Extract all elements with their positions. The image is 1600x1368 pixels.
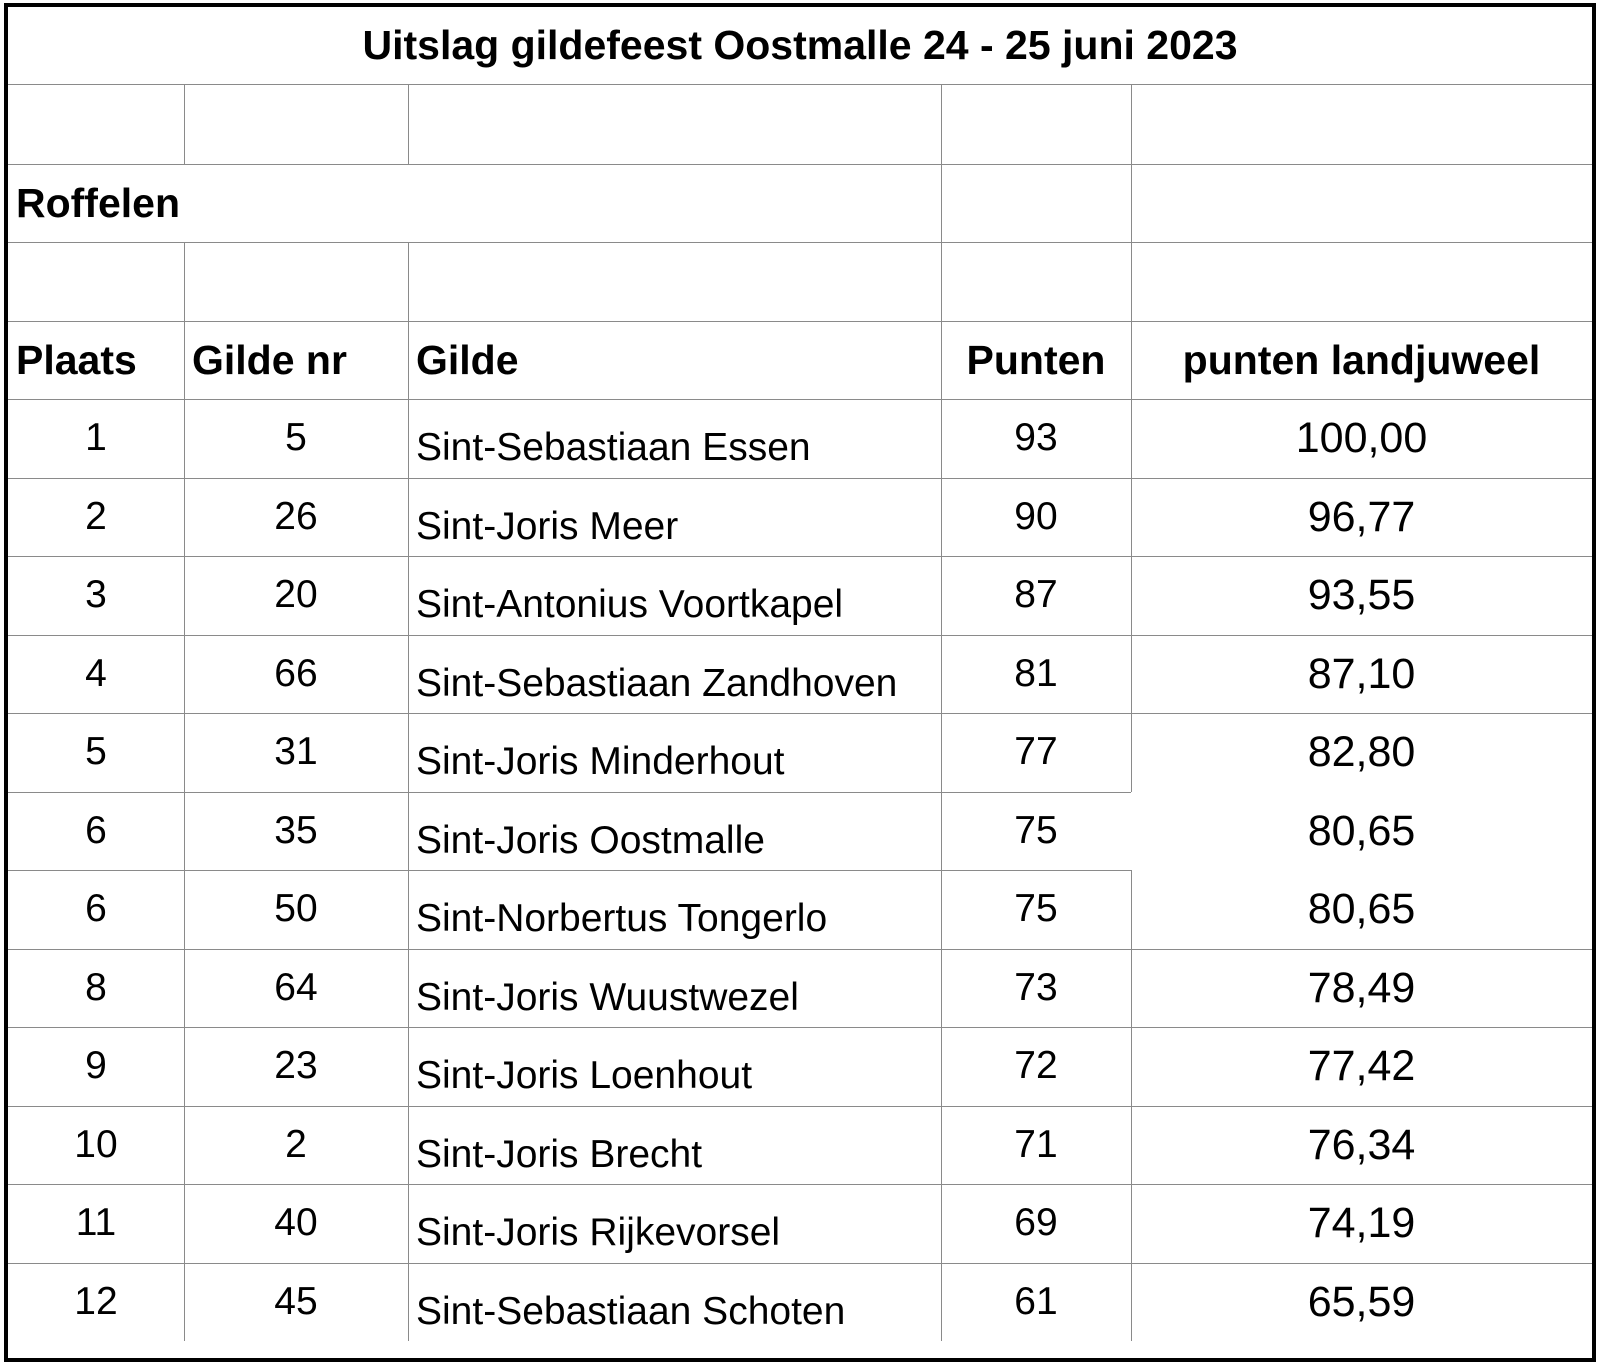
grid-line — [8, 792, 1131, 793]
header-gilde-nr: Gilde nr — [192, 336, 347, 383]
cell-plaats: 5 — [85, 730, 107, 774]
cell-punten: 72 — [1014, 1044, 1058, 1088]
cell-punten-landjuweel: 78,49 — [1307, 963, 1416, 1012]
cell-gilde: Sint-Joris Loenhout — [416, 1053, 753, 1097]
cell-plaats: 11 — [75, 1201, 117, 1245]
grid-line — [8, 870, 1131, 871]
grid-line — [8, 1027, 1592, 1028]
grid-line — [8, 713, 1592, 714]
cell-gilde: Sint-Joris Wuustwezel — [416, 975, 799, 1019]
grid-line — [8, 1106, 1592, 1107]
cell-gilde: Sint-Joris Rijkevorsel — [416, 1210, 781, 1254]
grid-line — [8, 1263, 1592, 1264]
cell-punten: 75 — [1014, 809, 1058, 853]
grid-line — [408, 242, 409, 1341]
cell-plaats: 6 — [85, 887, 107, 931]
section-title: Roffelen — [16, 179, 180, 226]
cell-plaats: 8 — [85, 966, 107, 1010]
header-punten: Punten — [966, 336, 1106, 383]
cell-gilde-nr: 20 — [274, 573, 318, 617]
cell-gilde-nr: 26 — [274, 495, 318, 539]
cell-plaats: 3 — [85, 573, 107, 617]
grid-line — [8, 399, 1592, 400]
cell-punten-landjuweel: 100,00 — [1295, 413, 1428, 462]
grid-line — [8, 321, 1592, 322]
cell-gilde: Sint-Joris Meer — [416, 504, 679, 548]
cell-punten-landjuweel: 77,42 — [1307, 1041, 1416, 1090]
cell-gilde: Sint-Joris Oostmalle — [416, 818, 765, 862]
cell-punten: 71 — [1014, 1123, 1058, 1167]
cell-punten: 73 — [1014, 966, 1058, 1010]
cell-punten: 61 — [1014, 1280, 1058, 1324]
grid-line — [1131, 85, 1132, 792]
cell-plaats: 2 — [85, 495, 107, 539]
cell-plaats: 10 — [74, 1123, 118, 1167]
grid-line — [8, 478, 1592, 479]
grid-line — [8, 1184, 1592, 1185]
cell-gilde-nr: 66 — [274, 652, 318, 696]
cell-gilde-nr: 31 — [274, 730, 318, 774]
grid-line — [408, 85, 409, 164]
header-gilde: Gilde — [416, 336, 519, 383]
cell-punten-landjuweel: 87,10 — [1307, 649, 1416, 698]
cell-punten-landjuweel: 65,59 — [1307, 1277, 1416, 1326]
cell-gilde-nr: 50 — [274, 887, 318, 931]
cell-punten-landjuweel: 74,19 — [1307, 1198, 1416, 1247]
cell-gilde: Sint-Sebastiaan Schoten — [416, 1289, 846, 1333]
cell-gilde-nr: 64 — [274, 966, 318, 1010]
cell-gilde: Sint-Sebastiaan Essen — [416, 425, 811, 469]
cell-punten-landjuweel: 82,80 — [1307, 727, 1416, 776]
results-sheet: Uitslag gildefeest Oostmalle 24 - 25 jun… — [4, 3, 1596, 1362]
cell-punten: 87 — [1014, 573, 1058, 617]
cell-punten: 75 — [1014, 887, 1058, 931]
cell-gilde-nr: 5 — [285, 416, 307, 460]
cell-gilde-nr: 35 — [274, 809, 318, 853]
cell-gilde: Sint-Sebastiaan Zandhoven — [416, 661, 898, 705]
cell-punten-landjuweel: 93,55 — [1307, 570, 1416, 619]
cell-punten: 93 — [1014, 416, 1058, 460]
grid-line — [941, 85, 942, 1341]
cell-punten: 81 — [1014, 652, 1058, 696]
cell-gilde-nr: 23 — [274, 1044, 318, 1088]
header-plaats: Plaats — [16, 336, 137, 383]
grid-line — [8, 242, 1592, 243]
cell-punten-landjuweel: 80,65 — [1307, 884, 1416, 933]
cell-gilde-nr: 2 — [285, 1123, 307, 1167]
cell-gilde-nr: 45 — [274, 1280, 318, 1324]
grid-line — [8, 556, 1592, 557]
sheet-title: Uitslag gildefeest Oostmalle 24 - 25 jun… — [8, 7, 1592, 85]
cell-plaats: 12 — [74, 1280, 118, 1324]
grid-line — [1131, 870, 1132, 1341]
cell-punten: 77 — [1014, 730, 1058, 774]
grid-line — [184, 242, 185, 1341]
cell-punten-landjuweel: 76,34 — [1307, 1120, 1416, 1169]
cell-punten: 90 — [1014, 495, 1058, 539]
cell-plaats: 6 — [85, 809, 107, 853]
grid-line — [8, 164, 1592, 165]
header-punten-landjuweel: punten landjuweel — [1182, 336, 1541, 383]
grid-line — [8, 949, 1592, 950]
cell-gilde: Sint-Joris Minderhout — [416, 739, 785, 783]
cell-gilde-nr: 40 — [274, 1201, 318, 1245]
cell-punten: 69 — [1014, 1201, 1058, 1245]
cell-plaats: 4 — [85, 652, 107, 696]
cell-gilde: Sint-Antonius Voortkapel — [416, 582, 844, 626]
grid-line — [184, 85, 185, 164]
cell-punten-landjuweel: 96,77 — [1307, 492, 1416, 541]
cell-plaats: 1 — [85, 416, 107, 460]
cell-gilde: Sint-Norbertus Tongerlo — [416, 896, 828, 940]
cell-gilde: Sint-Joris Brecht — [416, 1132, 703, 1176]
cell-plaats: 9 — [85, 1044, 107, 1088]
grid-line — [8, 635, 1592, 636]
cell-punten-landjuweel: 80,65 — [1307, 806, 1416, 855]
